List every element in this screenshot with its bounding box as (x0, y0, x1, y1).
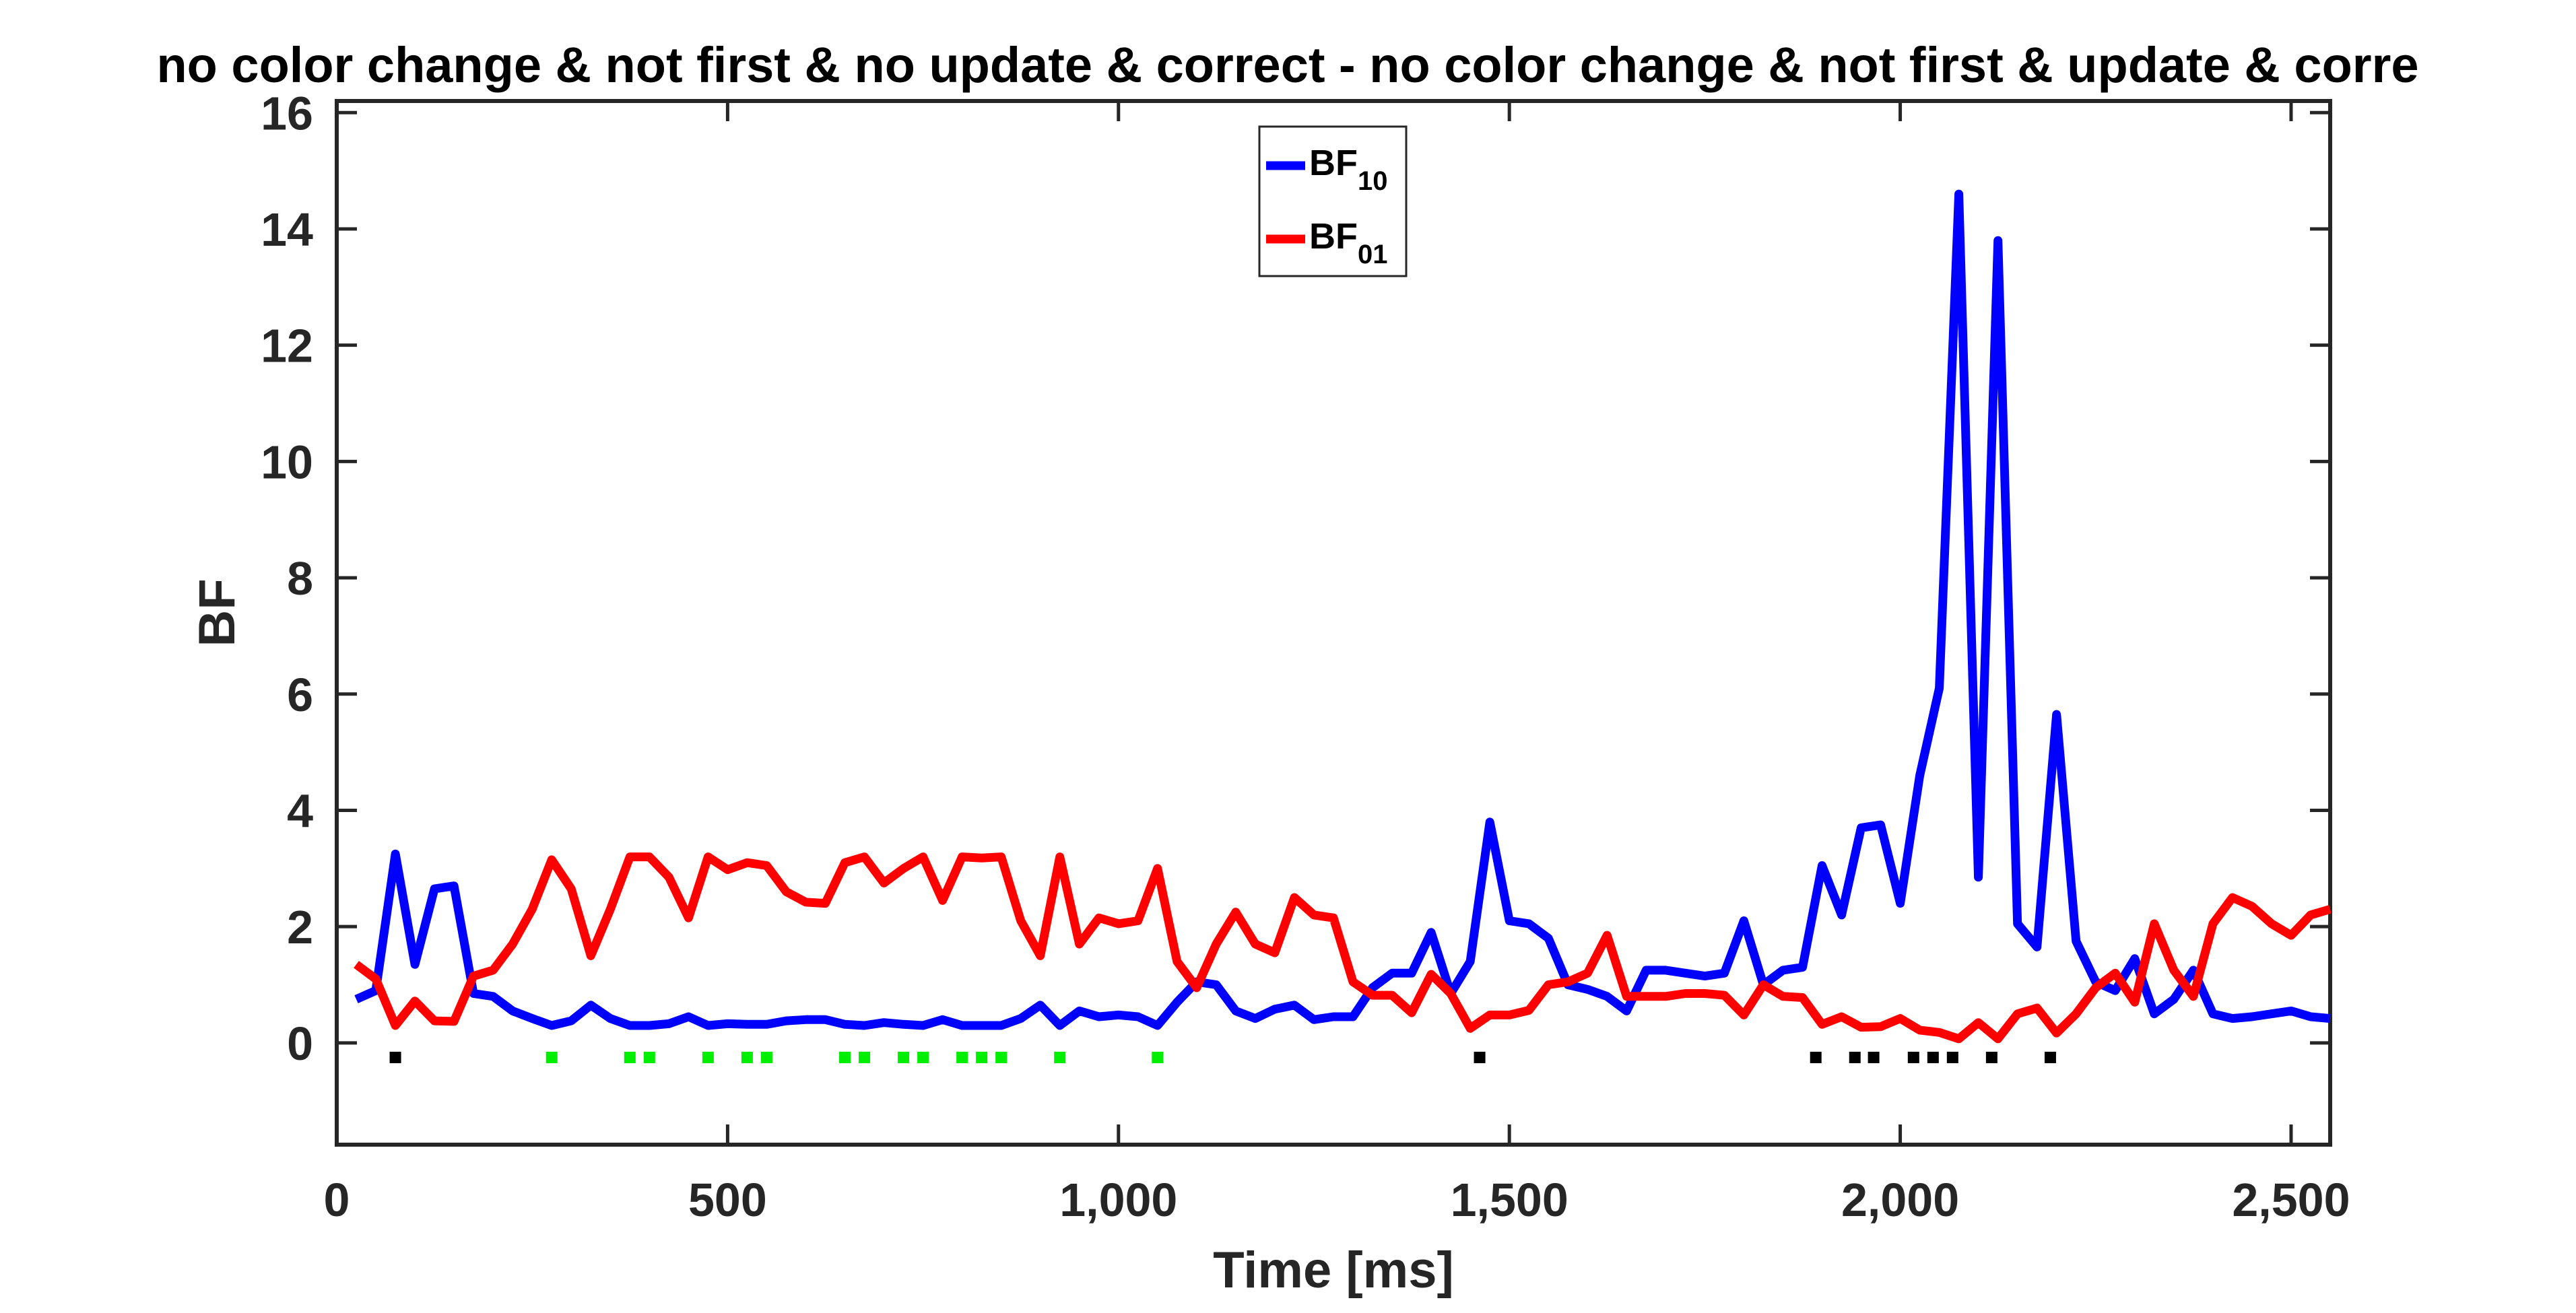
legend-box (1258, 125, 1408, 277)
significance-marker-black (1810, 1051, 1822, 1063)
y-tick-label: 2 (287, 901, 313, 953)
axis-ticks (335, 101, 2330, 1145)
significance-marker-green (702, 1051, 714, 1063)
significance-marker-black (1907, 1051, 1919, 1063)
y-tick-label: 14 (261, 203, 313, 256)
y-tick-label: 4 (287, 784, 313, 837)
significance-marker-green (917, 1051, 929, 1063)
significance-marker-green (956, 1051, 968, 1063)
y-tick-label: 8 (287, 552, 313, 605)
x-tick-label: 0 (324, 1174, 350, 1226)
y-tick-label: 10 (261, 436, 313, 488)
x-tick-label: 2,000 (1841, 1174, 1959, 1226)
legend-label-bf10: BF10 (1309, 143, 1387, 196)
x-tick-label: 2,500 (2232, 1174, 2350, 1226)
legend: BF10 BF01 (1258, 125, 1408, 277)
x-tick-label: 1,500 (1451, 1174, 1568, 1226)
y-tick-label: 12 (261, 320, 313, 372)
significance-marker-green (741, 1051, 753, 1063)
significance-marker-green (859, 1051, 871, 1063)
significance-marker-black (389, 1051, 401, 1063)
legend-label-bf10-sub: 10 (1358, 166, 1388, 196)
significance-marker-green (839, 1051, 851, 1063)
significance-marker-green (898, 1051, 910, 1063)
legend-label-bf01-sub: 01 (1358, 240, 1388, 269)
y-tick-label: 16 (261, 87, 313, 139)
chart-title: no color change & not first & no update … (156, 37, 2418, 93)
significance-marker-green (546, 1051, 558, 1063)
significance-marker-black (1927, 1051, 1939, 1063)
x-tick-label: 500 (688, 1174, 767, 1226)
significance-marker-black (1985, 1051, 1997, 1063)
significance-markers (389, 1051, 2056, 1063)
legend-label-bf01-main: BF (1309, 216, 1358, 257)
y-tick-labels: 0 2 4 6 8 10 12 14 16 (261, 87, 313, 1070)
x-tick-label: 1,000 (1059, 1174, 1177, 1226)
significance-marker-green (643, 1051, 655, 1063)
significance-marker-green (995, 1051, 1008, 1063)
x-tick-labels: 0 500 1,000 1,500 2,000 2,500 (324, 1174, 2350, 1226)
significance-marker-black (2044, 1051, 2056, 1063)
significance-marker-green (1152, 1051, 1164, 1063)
x-axis-label: Time [ms] (1213, 1242, 1454, 1299)
series-line-bf10 (354, 189, 2331, 1030)
y-tick-label: 0 (287, 1017, 313, 1070)
legend-label-bf01: BF01 (1309, 216, 1387, 269)
significance-marker-black (1849, 1051, 1861, 1063)
significance-marker-black (1946, 1051, 1958, 1063)
series-layer (354, 189, 2332, 1044)
y-tick-label: 6 (287, 669, 313, 721)
significance-marker-black (1474, 1051, 1486, 1063)
legend-label-bf10-main: BF (1309, 143, 1358, 183)
significance-marker-green (976, 1051, 988, 1063)
significance-marker-green (1054, 1051, 1066, 1063)
significance-marker-green (624, 1051, 636, 1063)
significance-marker-green (760, 1051, 772, 1063)
series-line-bf01 (354, 852, 2332, 1044)
significance-marker-black (1868, 1051, 1880, 1063)
y-axis-label: BF (189, 578, 246, 646)
